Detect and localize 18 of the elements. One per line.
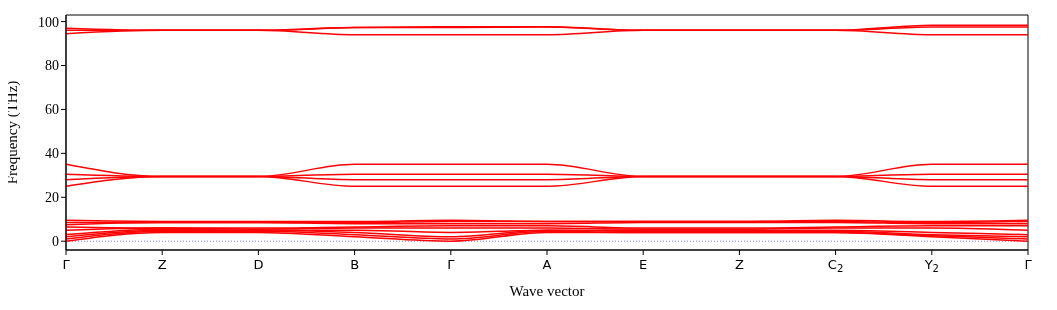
x-tick-label: Z (157, 257, 167, 272)
x-tick-label: C$_{2}$ (827, 257, 844, 274)
y-tick-label: 20 (45, 190, 59, 206)
x-tick-label: E (639, 257, 648, 272)
x-tick-label: Γ (62, 257, 71, 272)
y-tick-label: 40 (45, 146, 59, 162)
y-tick-label: 60 (45, 102, 59, 118)
x-axis-title: Wave vector (509, 283, 585, 299)
x-tick-label: Γ (1024, 257, 1033, 272)
y-tick-label: 0 (52, 234, 59, 250)
x-tick-label: B (350, 257, 360, 272)
y-tick-label: 80 (45, 58, 59, 74)
y-tick-label: 100 (38, 14, 59, 30)
x-tick-label: D (253, 257, 264, 272)
x-tick-label: A (542, 257, 552, 272)
x-tick-label: Γ (447, 257, 456, 272)
x-tick-label: Y$_{2}$ (923, 257, 939, 274)
x-tick-label: Z (734, 257, 744, 272)
